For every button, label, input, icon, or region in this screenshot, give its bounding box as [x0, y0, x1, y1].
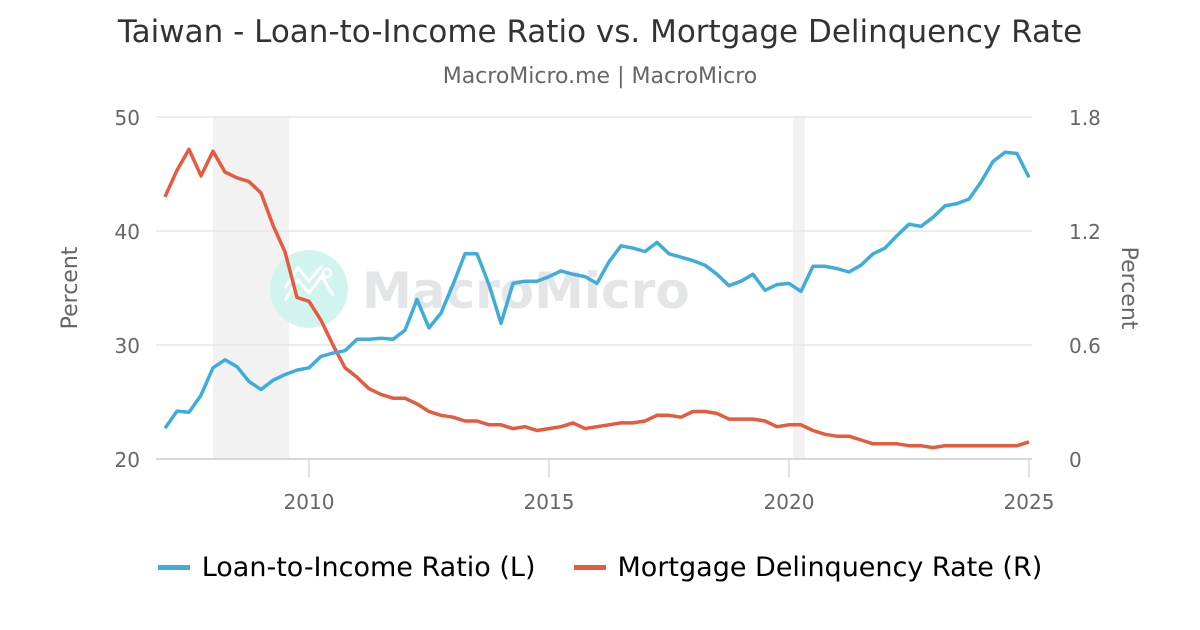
watermark-logo-icon: [270, 250, 348, 328]
legend: Loan-to-Income Ratio (L) Mortgage Delinq…: [0, 552, 1200, 583]
legend-swatch-blue-icon: [157, 565, 190, 570]
chart-subtitle: MacroMicro.me | MacroMicro: [442, 64, 758, 89]
right-axis-label: Percent: [1116, 247, 1141, 330]
right-tick-label: 0.6: [1069, 334, 1101, 358]
left-tick-label: 20: [115, 448, 140, 472]
x-tick-label: 2015: [524, 490, 575, 514]
left-axis-label: Percent: [58, 246, 83, 329]
series-mortgage-delinquency-line[interactable]: [163, 147, 1030, 450]
left-tick-label: 40: [115, 220, 140, 244]
right-tick-label: 1.8: [1069, 106, 1101, 130]
left-tick-label: 50: [115, 106, 140, 130]
watermark-text: MacroMicro: [362, 262, 690, 320]
legend-label: Mortgage Delinquency Rate (R): [617, 552, 1043, 583]
legend-item-mortgage-delinquency[interactable]: Mortgage Delinquency Rate (R): [573, 552, 1043, 583]
x-tick-label: 2025: [1004, 490, 1055, 514]
right-tick-label: 0: [1069, 448, 1082, 472]
axes: 50 1.8 40 1.2 30 0.6 20 0 2010 2015 2020 2025: [115, 106, 1101, 514]
x-tick-label: 2010: [284, 490, 335, 514]
gridlines: [156, 116, 1032, 346]
chart-title: Taiwan - Loan-to-Income Ratio vs. Mortga…: [117, 14, 1083, 50]
right-tick-label: 1.2: [1069, 220, 1101, 244]
watermark: MacroMicro: [270, 250, 690, 328]
x-tick-label: 2020: [764, 490, 815, 514]
series-loan-to-income-line[interactable]: [163, 150, 1031, 430]
left-tick-label: 30: [115, 334, 140, 358]
legend-item-loan-to-income[interactable]: Loan-to-Income Ratio (L): [157, 552, 536, 583]
legend-swatch-red-icon: [573, 565, 606, 570]
legend-label: Loan-to-Income Ratio (L): [201, 552, 536, 583]
